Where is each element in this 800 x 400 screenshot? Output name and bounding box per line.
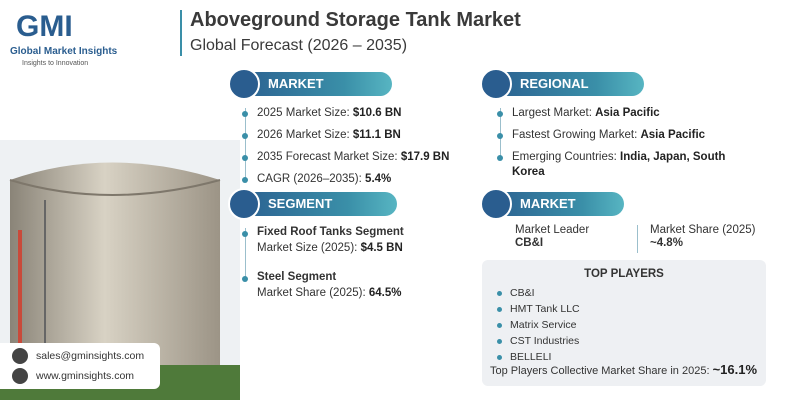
- logo: GMI: [16, 10, 73, 43]
- player: Matrix Service: [510, 319, 577, 331]
- label: 2035 Forecast Market Size:: [257, 151, 398, 163]
- bullet: [497, 291, 502, 296]
- player-name: HMT Tank LLC: [510, 303, 580, 315]
- bullet: [497, 323, 502, 328]
- bullet: [242, 177, 248, 183]
- bullet: [242, 231, 248, 237]
- bullet: [497, 111, 503, 117]
- label: 2026 Market Size:: [257, 129, 350, 141]
- stat-item: 2025 Market Size: $10.6 BN: [257, 106, 477, 121]
- stat-item: 2026 Market Size: $11.1 BN: [257, 128, 477, 143]
- region-item: Fastest Growing Market: Asia Pacific: [512, 128, 752, 143]
- email[interactable]: sales@gminsights.com: [36, 350, 145, 362]
- player-name: CST Industries: [510, 335, 580, 347]
- player: CST Industries: [510, 335, 579, 347]
- segment-value: Market Share (2025): 64.5%: [257, 287, 401, 299]
- share: ~4.8%: [650, 237, 683, 249]
- player: BELLELI: [510, 351, 551, 363]
- region-item: Emerging Countries: India, Japan, South …: [512, 150, 752, 180]
- subtitle: Global Forecast (2026 – 2035): [190, 37, 408, 54]
- web-icon: [12, 368, 28, 384]
- value: 5.4%: [365, 173, 392, 185]
- player-name: BELLELI: [510, 351, 552, 363]
- player-name: Matrix Service: [510, 319, 577, 331]
- title: Aboveground Storage Tank Market: [190, 9, 521, 31]
- segment-title: Fixed Roof Tanks Segment: [257, 226, 404, 238]
- share-label: Market Share (2025): [650, 224, 756, 236]
- bullet: [242, 111, 248, 117]
- website[interactable]: www.gminsights.com: [36, 370, 135, 382]
- timeline: [245, 108, 246, 178]
- label: Market Share (2025):: [257, 287, 366, 299]
- label: Emerging Countries:: [512, 151, 617, 163]
- bullet: [497, 355, 502, 360]
- top-players-footer: Top Players Collective Market Share in 2…: [490, 362, 758, 377]
- stat-item: 2035 Forecast Market Size: $17.9 BN: [257, 150, 477, 165]
- segment-title: Steel Segment: [257, 271, 336, 283]
- value: India, Japan, South Korea: [512, 151, 726, 178]
- bullet: [497, 133, 503, 139]
- player: HMT Tank LLC: [510, 303, 580, 315]
- section-heading: REGIONAL INSIGHTS: [480, 68, 644, 115]
- bullet: [497, 307, 502, 312]
- timeline: [245, 228, 246, 280]
- leader-label: Market Leader: [515, 224, 590, 236]
- label: Largest Market:: [512, 107, 592, 119]
- value: Asia Pacific: [595, 107, 660, 119]
- value: 64.5%: [368, 287, 402, 299]
- bullet: [497, 155, 503, 161]
- label: CAGR (2026–2035):: [257, 173, 362, 185]
- value: $17.9 BN: [400, 151, 450, 163]
- region-item: Largest Market: Asia Pacific: [512, 106, 752, 121]
- top-players-box: [482, 260, 766, 386]
- email-icon: [12, 348, 28, 364]
- bullet: [242, 155, 248, 161]
- label: Market Size (2025):: [257, 242, 358, 254]
- section-heading: SEGMENT STATISTICS: [228, 188, 397, 235]
- logo-sub: Global Market Insights: [10, 46, 118, 57]
- stat-item: CAGR (2026–2035): 5.4%: [257, 172, 477, 187]
- divider: [180, 10, 182, 56]
- value: $4.5 BN: [360, 242, 403, 254]
- divider: [637, 225, 638, 253]
- section-heading: MARKET STATISTICS: [228, 68, 392, 115]
- bullet: [242, 276, 248, 282]
- bullet: [497, 339, 502, 344]
- label: 2025 Market Size:: [257, 107, 350, 119]
- bullet: [242, 133, 248, 139]
- segment-value: Market Size (2025): $4.5 BN: [257, 242, 403, 254]
- tagline: Insights to Innovation: [22, 60, 89, 67]
- value: $10.6 BN: [352, 107, 402, 119]
- segment-title: Fixed Roof Tanks Segment: [257, 226, 404, 238]
- value: Asia Pacific: [640, 129, 706, 141]
- top-players-heading: TOP PLAYERS: [584, 268, 664, 280]
- leader: CB&I: [515, 237, 544, 249]
- section-heading: MARKET LEADERS: [480, 188, 624, 235]
- value: $11.1 BN: [352, 129, 401, 141]
- segment-title: Steel Segment: [257, 271, 337, 283]
- player-name: CB&I: [510, 287, 535, 299]
- player: CB&I: [510, 287, 535, 299]
- label: Fastest Growing Market:: [512, 129, 638, 141]
